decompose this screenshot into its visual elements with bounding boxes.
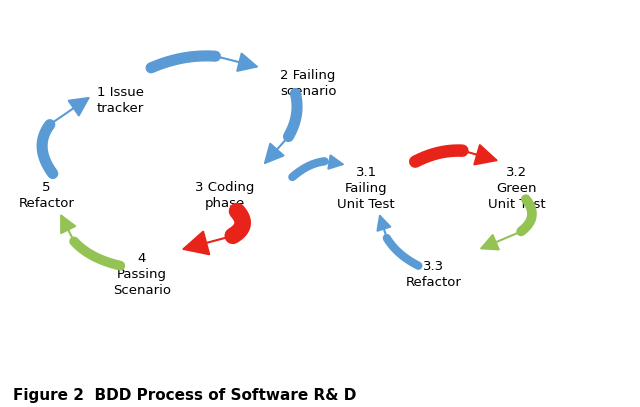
Text: 3.3
Refactor: 3.3 Refactor (406, 260, 461, 289)
Text: 4
Passing
Scenario: 4 Passing Scenario (113, 252, 171, 297)
Text: 3.2
Green
Unit Test: 3.2 Green Unit Test (488, 166, 545, 211)
Text: 3.1
Failing
Unit Test: 3.1 Failing Unit Test (337, 166, 395, 211)
Text: Figure 2  BDD Process of Software R& D: Figure 2 BDD Process of Software R& D (13, 388, 356, 403)
Text: 3 Coding
phase: 3 Coding phase (195, 181, 255, 210)
Text: 5
Refactor: 5 Refactor (19, 181, 74, 210)
Text: 2 Failing
scenario: 2 Failing scenario (280, 69, 337, 98)
Text: 1 Issue
tracker: 1 Issue tracker (97, 86, 144, 115)
